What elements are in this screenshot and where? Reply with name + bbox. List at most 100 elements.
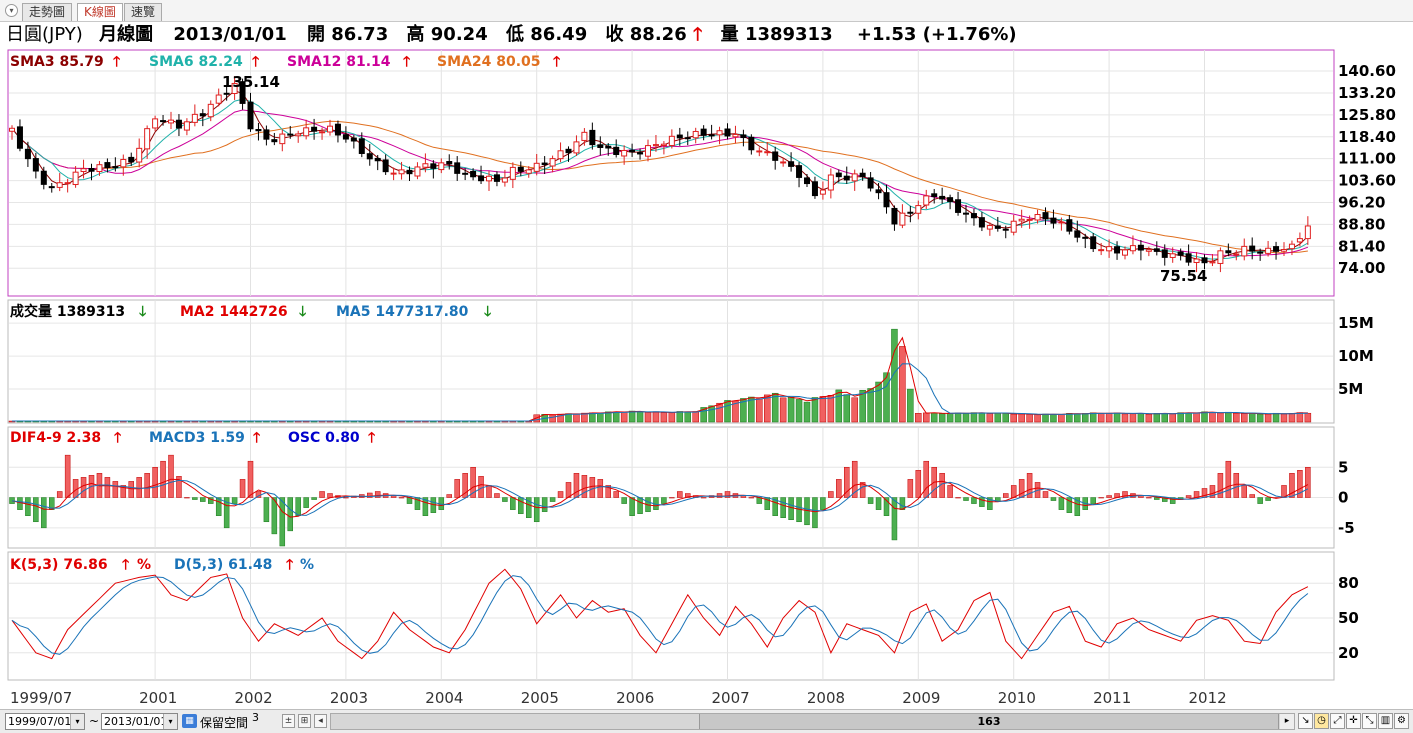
osc-bar <box>891 497 898 541</box>
stepper-icon[interactable]: ± <box>282 714 295 728</box>
candle-body <box>462 172 469 175</box>
x-tick-label: 2012 <box>1189 689 1227 707</box>
volume-bar <box>716 402 723 423</box>
candle-body <box>1082 236 1089 239</box>
candle-body <box>207 103 214 118</box>
tab-overview[interactable]: 速覽 <box>124 3 163 21</box>
osc-bar <box>9 497 15 504</box>
volume-bar <box>636 411 644 423</box>
legend-dif: DIF4-9 2.38 <box>10 430 101 446</box>
candle-body <box>859 172 866 178</box>
osc-bar <box>677 491 683 498</box>
candle-body <box>1209 261 1216 264</box>
osc-bar <box>1185 495 1192 498</box>
volume-bar <box>915 412 922 423</box>
candle-body <box>199 113 206 117</box>
chevron-down-icon[interactable]: ▾ <box>70 714 84 729</box>
volume-bar <box>668 412 676 423</box>
osc-bar <box>685 493 691 498</box>
reserve-space-value[interactable]: 3 <box>252 711 259 724</box>
candle-body <box>96 164 103 173</box>
osc-bar <box>573 473 580 498</box>
zoom-icon[interactable]: ↘ <box>1298 713 1313 729</box>
candle-body <box>1129 245 1136 252</box>
calendar-icon[interactable]: ◷ <box>1314 713 1329 729</box>
legend-sma12-up-icon: 🡑 <box>403 54 410 70</box>
kline-chart[interactable]: 140.60 133.20 125.80 118.40 111.00 103.60 96.2… <box>0 48 1413 709</box>
osc-bar <box>1289 473 1295 498</box>
end-date-select[interactable]: 2013/01/01 ▾ <box>101 713 178 730</box>
volume-bar <box>612 411 620 423</box>
osc-bar <box>470 467 476 498</box>
volume-bar <box>954 412 962 423</box>
candle-body <box>88 167 95 172</box>
price-tick-label: 125.80 <box>1338 106 1396 124</box>
candle-body <box>327 125 333 133</box>
start-date-select[interactable]: 1999/07/01 ▾ <box>5 713 85 730</box>
tab-kline[interactable]: K線圖 <box>77 3 123 21</box>
volume-bar <box>1034 414 1041 423</box>
start-date-value: 1999/07 <box>8 715 54 728</box>
scroll-left-icon[interactable]: ◂ <box>314 714 327 728</box>
expand-icon[interactable]: ⤡ <box>1362 713 1377 729</box>
candle-body <box>144 128 151 150</box>
volume-ma5-line <box>12 363 1308 422</box>
grid-toggle-icon[interactable]: ⊞ <box>298 714 311 728</box>
crosshair-icon[interactable]: ✛ <box>1346 713 1361 729</box>
candle-body <box>939 195 946 200</box>
candle-body <box>1304 225 1311 240</box>
reserve-space-icon[interactable]: ▦ <box>182 714 197 728</box>
chevron-down-icon[interactable]: ▾ <box>163 714 177 729</box>
candle-body <box>883 192 890 208</box>
fit-icon[interactable]: ⤢ <box>1330 713 1345 729</box>
symbol-name: 日圓(JPY) <box>6 24 83 45</box>
legend-ma2-down-icon: 🡓 <box>299 304 306 320</box>
settings-icon[interactable]: ⚙ <box>1394 713 1409 729</box>
candle-body <box>748 136 755 151</box>
osc-bar <box>510 497 516 510</box>
scroll-right-icon[interactable]: ▸ <box>1280 714 1294 729</box>
volume-bar <box>819 396 827 423</box>
candle-body <box>446 161 453 165</box>
scrollbar-thumb[interactable]: 163 <box>699 714 1279 729</box>
legend-osc-up-icon: 🡑 <box>368 430 375 446</box>
candle-body <box>1288 243 1295 250</box>
close-value: 88.26 <box>629 24 687 45</box>
volume-bar <box>740 398 747 423</box>
tab-menu-chevron-icon[interactable]: ▾ <box>5 4 18 17</box>
candle-body <box>223 92 230 95</box>
candle-body <box>1145 249 1152 252</box>
candle-body <box>287 133 294 136</box>
candle-body <box>629 149 636 153</box>
candle-body <box>589 129 596 146</box>
legend-sma3: SMA3 85.79 <box>10 54 104 70</box>
candle-body <box>907 211 914 214</box>
osc-bar <box>502 497 508 502</box>
legend-k-up-icon: 🡑 <box>122 557 129 573</box>
horizontal-scrollbar[interactable]: 163 ▸ <box>330 713 1295 730</box>
max-price-label: 135.14 <box>222 73 280 91</box>
candle-body <box>867 177 874 189</box>
volume-bar <box>899 346 906 423</box>
candle-body <box>676 134 683 139</box>
x-tick-label: 2003 <box>330 689 368 707</box>
volume-bar <box>1185 412 1192 423</box>
osc-bar <box>605 485 611 498</box>
candle-body <box>756 150 763 153</box>
volume-bar <box>1121 413 1129 423</box>
tab-trend[interactable]: 走勢圖 <box>22 3 73 21</box>
osc-bar <box>192 497 198 500</box>
macd-series <box>9 454 1311 547</box>
indicator-icon[interactable]: ▥ <box>1378 713 1393 729</box>
candle-body <box>112 166 119 169</box>
legend-ma2: MA2 1442726 <box>180 304 288 320</box>
candle-body <box>1177 251 1184 256</box>
legend-sma6: SMA6 82.24 <box>149 54 243 70</box>
candle-body <box>390 172 397 175</box>
osc-bar <box>263 497 270 523</box>
osc-bar <box>541 497 548 512</box>
sma6-line <box>11 98 1309 260</box>
osc-bar <box>1106 495 1112 498</box>
osc-bar <box>1297 470 1303 498</box>
candle-body <box>1161 249 1168 258</box>
